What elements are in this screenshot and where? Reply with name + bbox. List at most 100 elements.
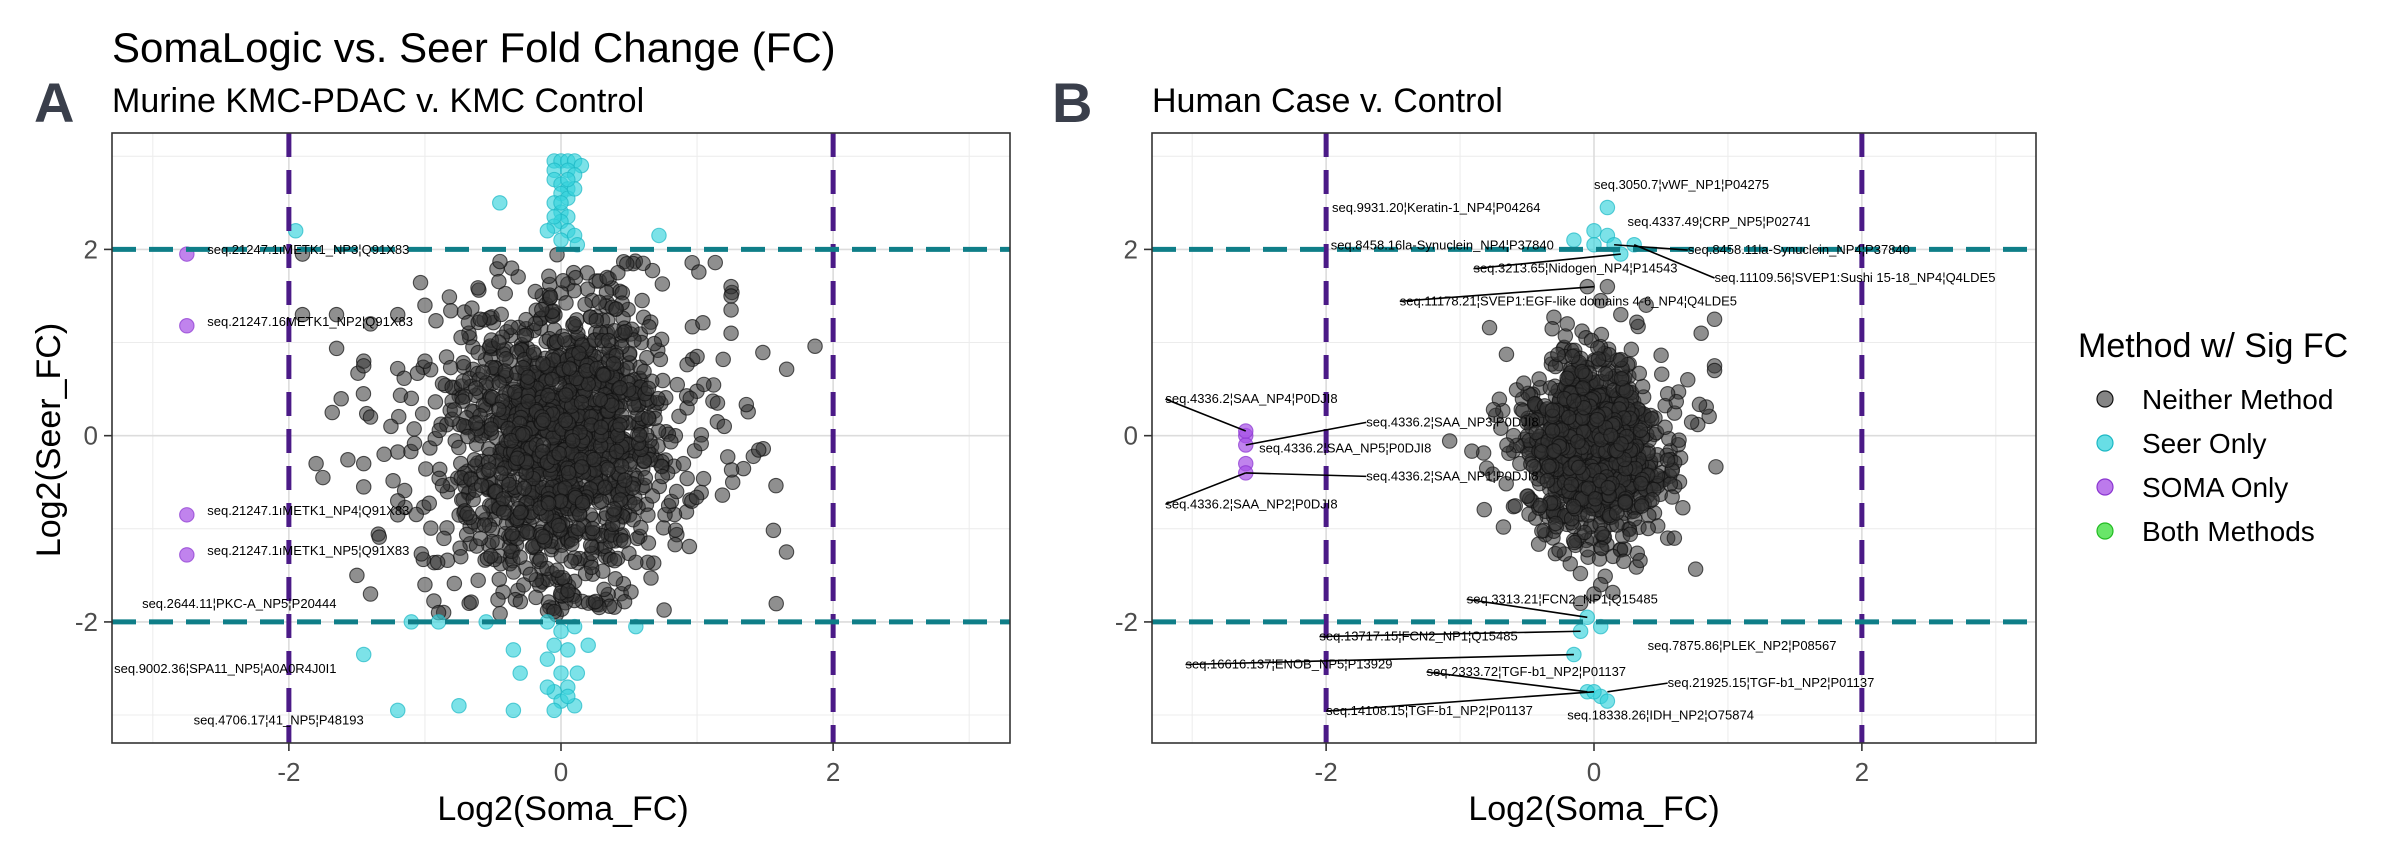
legend-key-neither	[2096, 390, 2114, 408]
neither-point	[1532, 497, 1549, 514]
neither-point	[1534, 523, 1550, 539]
neither-point	[1594, 525, 1610, 542]
figure-title: SomaLogic vs. Seer Fold Change (FC)	[112, 24, 836, 71]
panel-b-plot: seq.3050.7¦vWF_NP1¦P04275 seq.9931.20¦Ker…	[1115, 132, 2037, 787]
neither-point	[1560, 409, 1577, 426]
label-leader-line	[1165, 472, 1247, 506]
neither-point	[566, 282, 583, 299]
neither-point	[355, 386, 372, 402]
neither-point	[493, 306, 509, 323]
point-label: seq.3213.65¦Nidogen_NP4¦P14543	[1473, 261, 1677, 276]
point-label: seq.9002.36¦SPA11_NP5¦A0A0R4J0I1	[114, 661, 336, 676]
neither-point	[503, 319, 519, 335]
neither-point	[558, 387, 574, 403]
seer-only-point	[1599, 693, 1616, 709]
neither-point	[550, 517, 567, 534]
panel-b-points	[1238, 199, 1724, 709]
neither-point	[1612, 351, 1629, 368]
neither-point	[606, 552, 623, 569]
neither-point	[1599, 278, 1616, 295]
neither-point	[455, 373, 471, 389]
seer-only-point	[560, 642, 576, 658]
neither-point	[491, 401, 507, 418]
seer-only-point	[569, 665, 586, 681]
point-label: seq.21247.1ıMETK1_NP3¦Q91X83	[207, 242, 409, 257]
neither-point	[446, 575, 463, 592]
neither-point	[1632, 552, 1648, 569]
neither-point	[1600, 479, 1616, 496]
neither-point	[571, 345, 587, 361]
neither-point	[778, 544, 795, 560]
point-label: seq.13717.15¦FCN2_NP1¦Q15485	[1319, 629, 1517, 644]
panel-a-point-labels: seq.21247.1ıMETK1_NP3¦Q91X83 seq.21247.16…	[114, 242, 413, 727]
neither-point	[628, 554, 644, 571]
neither-point	[1617, 494, 1633, 511]
seer-only-point	[560, 171, 576, 188]
neither-point	[723, 325, 739, 341]
neither-point	[483, 548, 499, 564]
neither-point	[1603, 427, 1619, 444]
neither-point	[541, 268, 557, 285]
neither-point	[390, 444, 406, 460]
point-label: seq.2644.11¦PKC-A_NP5¦P20444	[142, 596, 336, 611]
seer-only-point	[553, 623, 569, 639]
neither-point	[592, 391, 609, 408]
neither-point	[1632, 422, 1649, 438]
neither-point	[1613, 371, 1630, 387]
neither-point	[586, 451, 602, 468]
neither-point	[518, 311, 534, 328]
neither-point	[650, 390, 666, 407]
neither-point	[1587, 490, 1604, 507]
neither-point	[340, 452, 356, 468]
neither-point	[428, 312, 444, 329]
point-label: seq.21247.16METK1_NP2¦Q91X83	[207, 314, 413, 329]
neither-point	[1464, 443, 1480, 459]
neither-point	[1592, 576, 1609, 593]
label-leader-line	[1245, 472, 1367, 478]
neither-point	[458, 526, 475, 543]
neither-point	[1565, 498, 1582, 515]
neither-point	[333, 391, 349, 407]
neither-point	[520, 393, 536, 410]
panel-a-letter: A	[34, 71, 74, 134]
point-label: seq.4336.2¦SAA_NP1¦P0DJI8	[1366, 468, 1538, 483]
neither-point	[389, 493, 406, 509]
neither-point	[561, 360, 578, 377]
point-label: seq.4336.2¦SAA_NP2¦P0DJI8	[1165, 496, 1337, 511]
legend-item-soma: SOMA Only	[2096, 472, 2288, 503]
seer-only-point	[546, 209, 562, 225]
neither-point	[593, 493, 610, 510]
legend-label-soma: SOMA Only	[2142, 472, 2288, 503]
legend-item-both: Both Methods	[2096, 516, 2315, 547]
neither-point	[1623, 341, 1640, 358]
neither-point	[1659, 452, 1676, 468]
neither-point	[573, 394, 590, 411]
neither-point	[476, 517, 493, 533]
neither-point	[768, 477, 784, 494]
point-label: seq.21925.15¦TGF-b1_NP2¦P01137	[1668, 675, 1875, 690]
label-leader-line	[1319, 630, 1581, 638]
seer-only-point	[580, 637, 596, 653]
neither-point	[414, 406, 431, 422]
neither-point	[709, 395, 726, 411]
neither-point	[1493, 420, 1509, 436]
legend-label-neither: Neither Method	[2142, 384, 2333, 415]
neither-point	[682, 390, 699, 407]
neither-point	[527, 283, 544, 300]
point-label: seq.4336.2¦SAA_NP5¦P0DJI8	[1259, 440, 1431, 455]
neither-point	[1590, 351, 1607, 367]
neither-point	[515, 426, 531, 443]
seer-only-point	[560, 688, 576, 705]
seer-only-point	[1599, 199, 1616, 216]
neither-point	[574, 494, 591, 511]
neither-point	[491, 334, 507, 350]
panel-b-y-tick-label: 2	[1124, 234, 1138, 264]
neither-point	[695, 315, 711, 331]
neither-point	[1559, 316, 1575, 332]
panel-b-letter: B	[1052, 71, 1092, 134]
neither-point	[1481, 319, 1498, 336]
neither-point	[497, 285, 514, 302]
neither-point	[551, 445, 567, 462]
neither-point	[490, 591, 506, 608]
neither-point	[1631, 365, 1648, 382]
